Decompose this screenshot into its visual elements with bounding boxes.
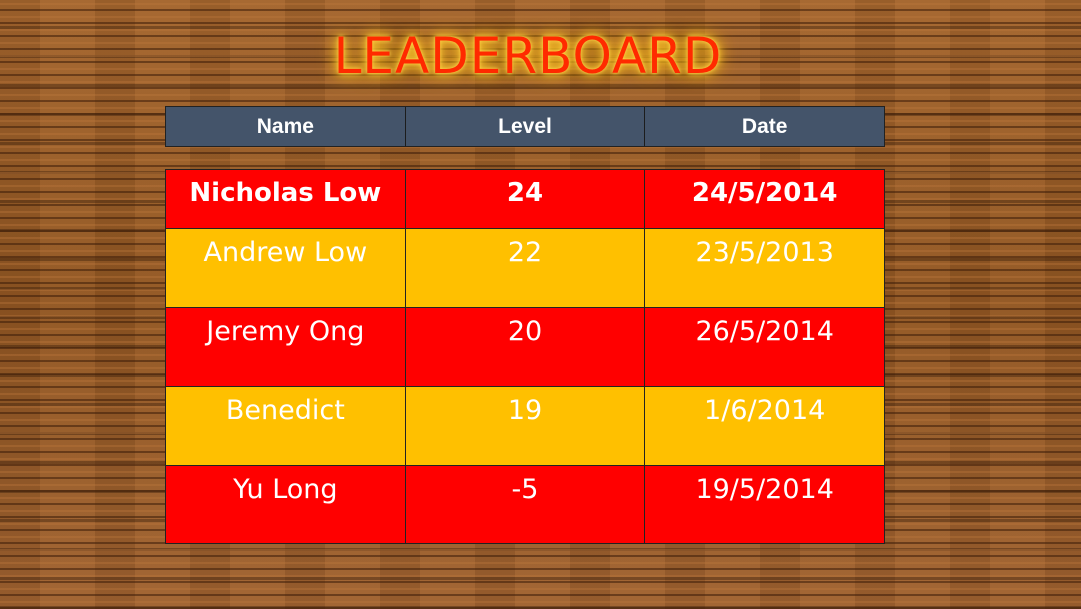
column-header-date: Date bbox=[741, 114, 788, 138]
leaderboard-row: Yu Long -5 19/5/2014 bbox=[166, 466, 884, 543]
player-level: -5 bbox=[406, 466, 646, 543]
player-date: 26/5/2014 bbox=[695, 316, 834, 347]
player-name: Yu Long bbox=[166, 466, 406, 543]
leaderboard-table: Nicholas Low 24 24/5/2014 Andrew Low 22 … bbox=[165, 169, 885, 544]
leaderboard-title: LEADERBOARD bbox=[333, 27, 723, 85]
player-date: 24/5/2014 bbox=[691, 178, 838, 208]
player-name: Benedict bbox=[166, 387, 406, 465]
player-name: Andrew Low bbox=[166, 229, 406, 307]
leaderboard-row: Jeremy Ong 20 26/5/2014 bbox=[166, 308, 884, 387]
column-header-name: Name bbox=[166, 107, 406, 146]
player-date: 23/5/2013 bbox=[695, 237, 834, 268]
player-date: 19/5/2014 bbox=[695, 474, 834, 505]
player-level: 19 bbox=[406, 387, 646, 465]
column-header-level: Level bbox=[406, 107, 646, 146]
leaderboard-row: Benedict 19 1/6/2014 bbox=[166, 387, 884, 466]
leaderboard-header: Name Level Date bbox=[165, 106, 885, 147]
leaderboard-row: Nicholas Low 24 24/5/2014 bbox=[166, 170, 884, 229]
leaderboard-row: Andrew Low 22 23/5/2013 bbox=[166, 229, 884, 308]
player-level: 24 bbox=[406, 170, 646, 228]
player-level: 22 bbox=[406, 229, 646, 307]
player-date: 1/6/2014 bbox=[704, 395, 826, 426]
player-level: 20 bbox=[406, 308, 646, 386]
player-name: Jeremy Ong bbox=[166, 308, 406, 386]
player-name: Nicholas Low bbox=[166, 170, 406, 228]
